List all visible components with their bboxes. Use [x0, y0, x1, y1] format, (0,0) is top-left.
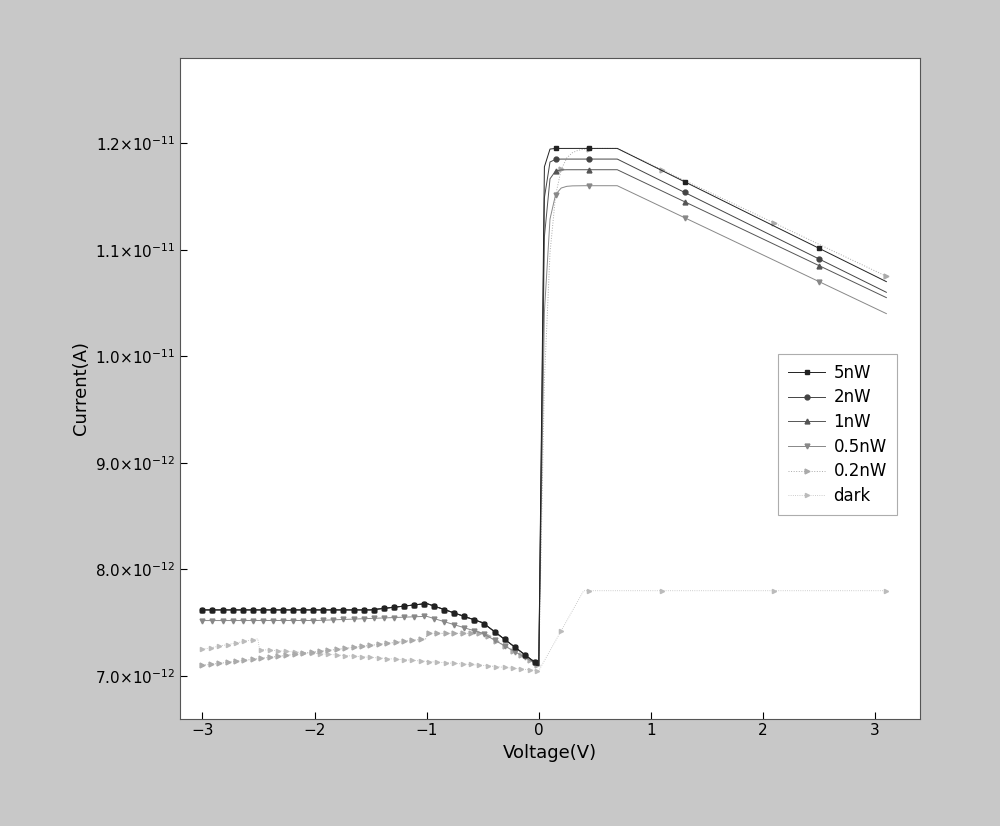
- dark: [880, 586, 892, 596]
- 0.5nW: [450, 620, 462, 630]
- 0.2nW: [196, 660, 208, 670]
- 1nW: [583, 164, 595, 174]
- dark: [578, 586, 590, 596]
- 0.2nW: [450, 629, 462, 638]
- 0.5nW: [473, 628, 485, 638]
- Line: 2nW: 2nW: [200, 157, 889, 667]
- Legend: 5nW, 2nW, 1nW, 0.5nW, 0.2nW, dark: 5nW, 2nW, 1nW, 0.5nW, 0.2nW, dark: [778, 354, 897, 515]
- 2nW: [433, 603, 445, 613]
- 2nW: [578, 154, 590, 164]
- Line: dark: dark: [200, 589, 888, 672]
- 1nW: [473, 617, 485, 627]
- 0.5nW: [212, 615, 224, 625]
- 2nW: [813, 254, 825, 264]
- dark: [433, 657, 445, 667]
- dark: [813, 586, 825, 596]
- 0.5nW: [196, 615, 208, 625]
- 5nW: [212, 605, 224, 615]
- 1nW: [880, 292, 892, 302]
- 2nW: [880, 287, 892, 297]
- 0.2nW: [473, 629, 485, 638]
- Line: 0.5nW: 0.5nW: [200, 183, 889, 667]
- 5nW: [473, 617, 485, 627]
- 0.5nW: [813, 277, 825, 287]
- 1nW: [405, 601, 417, 610]
- 0.2nW: [405, 636, 417, 646]
- 1nW: [433, 603, 445, 613]
- 2nW: [531, 660, 543, 670]
- 5nW: [880, 277, 892, 287]
- 0.5nW: [531, 660, 543, 670]
- dark: [531, 666, 543, 676]
- Line: 1nW: 1nW: [200, 168, 889, 667]
- 2nW: [196, 605, 208, 615]
- dark: [196, 644, 208, 654]
- 1nW: [212, 605, 224, 615]
- 5nW: [813, 244, 825, 254]
- Line: 5nW: 5nW: [200, 146, 889, 667]
- 0.5nW: [880, 309, 892, 319]
- 5nW: [196, 605, 208, 615]
- dark: [212, 642, 224, 652]
- 0.2nW: [433, 629, 445, 638]
- 5nW: [450, 609, 462, 619]
- dark: [473, 660, 485, 670]
- 2nW: [450, 609, 462, 619]
- 0.2nW: [589, 144, 601, 154]
- 5nW: [572, 144, 584, 154]
- dark: [450, 658, 462, 668]
- 1nW: [813, 261, 825, 271]
- 2nW: [212, 605, 224, 615]
- 5nW: [531, 660, 543, 670]
- Y-axis label: Current(A): Current(A): [72, 341, 90, 435]
- 5nW: [433, 603, 445, 613]
- 0.5nW: [405, 612, 417, 622]
- 0.2nW: [212, 658, 224, 668]
- 1nW: [531, 660, 543, 670]
- 5nW: [405, 601, 417, 610]
- X-axis label: Voltage(V): Voltage(V): [503, 744, 597, 762]
- 1nW: [196, 605, 208, 615]
- 0.2nW: [880, 272, 892, 282]
- 0.5nW: [433, 615, 445, 625]
- 2nW: [405, 601, 417, 610]
- dark: [405, 655, 417, 665]
- Line: 0.2nW: 0.2nW: [200, 146, 889, 667]
- 2nW: [473, 617, 485, 627]
- 0.2nW: [791, 229, 803, 239]
- 0.5nW: [589, 181, 601, 191]
- 1nW: [450, 609, 462, 619]
